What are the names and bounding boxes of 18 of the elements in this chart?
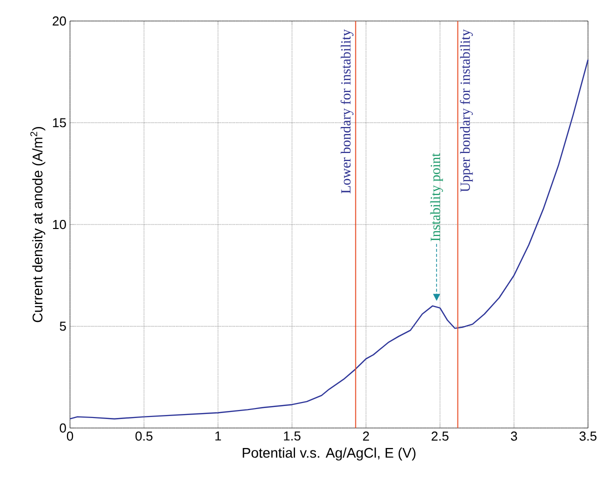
y-tick-label: 5 — [60, 322, 66, 331]
x-axis-title: Potential v.s. Ag/AgCl, E (V) — [242, 448, 416, 461]
x-tick-label: 3 — [510, 432, 518, 441]
x-tick-label: 0 — [66, 432, 74, 441]
y-tick-label: 15 — [53, 118, 66, 128]
x-tick-label: 0.5 — [136, 432, 152, 441]
y-axis-title: Current density at anode (A/m$^{2}$) — [30, 127, 46, 322]
x-tick-label: 3.5 — [580, 432, 596, 441]
x-tick-label: 2.5 — [432, 432, 448, 441]
x-tick-label: 1.5 — [284, 432, 300, 441]
x-tick-label: 2 — [363, 432, 369, 441]
y-tick-label: 10 — [53, 220, 66, 230]
y-tick-label: 0 — [60, 423, 66, 433]
ref-line-label: Upper bondary for instability — [460, 29, 473, 192]
annotation: Instability point — [430, 153, 443, 242]
x-tick-label: 1 — [215, 432, 221, 440]
ref-line-label: Lower bondary for instability — [340, 29, 354, 194]
y-tick-label: 20 — [52, 16, 66, 26]
